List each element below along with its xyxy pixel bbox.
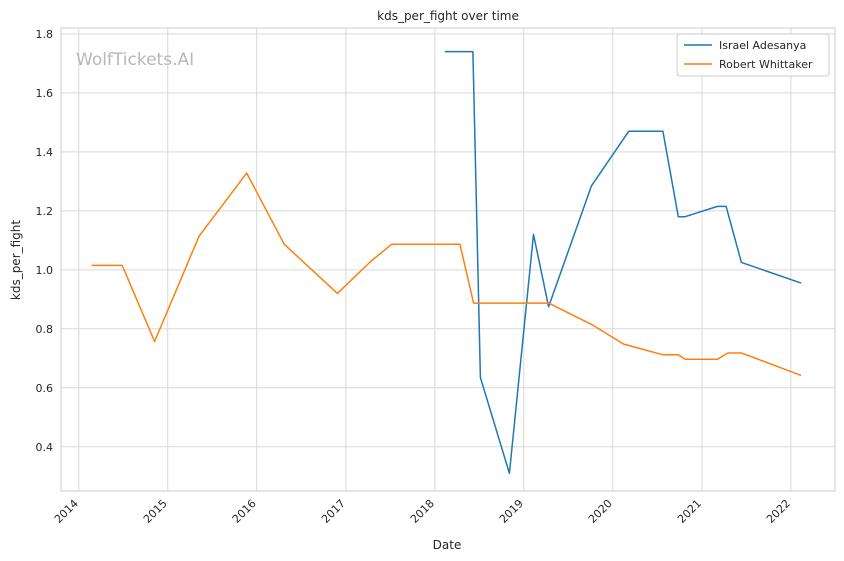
- y-tick-label: 1.6: [36, 87, 54, 100]
- legend: Israel Adesanya Robert Whittaker: [676, 33, 830, 77]
- x-tick-labels: 2014 2015 2016 2017 2018 2019 2020 2021 2022: [52, 497, 793, 526]
- y-tick-label: 1.2: [36, 205, 54, 218]
- x-tick-label: 2015: [141, 497, 170, 526]
- x-tick-label: 2014: [52, 497, 81, 526]
- watermark: WolfTickets.AI: [76, 50, 194, 70]
- y-axis-label: kds_per_fight: [9, 220, 23, 301]
- y-tick-label: 1.8: [36, 28, 54, 41]
- y-tick-label: 1.4: [36, 146, 54, 159]
- legend-label-adesanya: Israel Adesanya: [719, 39, 806, 52]
- legend-label-whittaker: Robert Whittaker: [719, 58, 813, 71]
- legend-box: [676, 33, 830, 77]
- y-tick-labels: 0.4 0.6 0.8 1.0 1.2 1.4 1.6 1.8: [36, 28, 54, 454]
- y-tick-label: 0.6: [36, 382, 54, 395]
- y-gridlines: [61, 33, 835, 448]
- x-tick-label: 2016: [230, 497, 259, 526]
- y-tick-label: 1.0: [36, 264, 54, 277]
- series-lines: [91, 50, 802, 475]
- series-line-0: [444, 50, 802, 475]
- plot-frame: [60, 27, 836, 492]
- x-gridlines: [78, 28, 792, 491]
- y-tick-label: 0.8: [36, 323, 54, 336]
- x-tick-label: 2018: [408, 497, 437, 526]
- x-tick-label: 2019: [497, 497, 526, 526]
- x-tick-label: 2020: [586, 497, 615, 526]
- y-tick-label: 0.4: [36, 441, 54, 454]
- chart-title: kds_per_fight over time: [377, 9, 519, 23]
- x-tick-label: 2021: [675, 497, 704, 526]
- x-tick-label: 2022: [764, 497, 793, 526]
- series-line-1: [91, 172, 802, 377]
- x-axis-label: Date: [433, 538, 462, 552]
- x-tick-label: 2017: [319, 497, 348, 526]
